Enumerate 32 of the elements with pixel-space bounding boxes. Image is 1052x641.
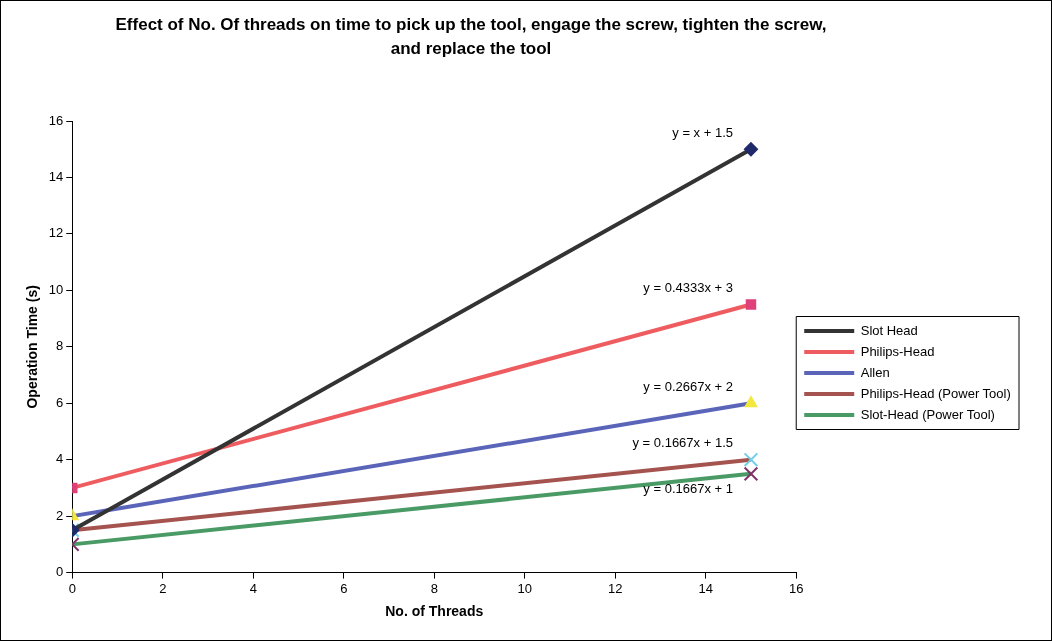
x-tick-label: 0 (68, 580, 76, 596)
annotation: y = x + 1.5 (672, 124, 733, 140)
x-tick-label: 14 (698, 580, 713, 596)
y-tick-label: 14 (48, 169, 64, 185)
annotation: y = 0.1667x + 1.5 (632, 435, 733, 451)
y-tick-label: 8 (56, 338, 64, 354)
annotation: y = 0.2667x + 2 (643, 378, 733, 394)
annotation: y = 0.1667x + 1 (643, 481, 733, 497)
legend-label: Allen (860, 364, 890, 380)
y-tick-label: 16 (48, 112, 64, 128)
x-tick-label: 8 (430, 580, 438, 596)
legend-label: Philips-Head (860, 343, 935, 359)
y-tick-label: 6 (56, 394, 64, 410)
x-tick-label: 4 (249, 580, 257, 596)
legend-label: Slot Head (860, 322, 918, 338)
annotation: y = 0.4333x + 3 (643, 280, 733, 296)
x-tick-label: 16 (788, 580, 804, 596)
x-tick-label: 12 (608, 580, 623, 596)
legend-label: Philips-Head (Power Tool) (860, 385, 1011, 401)
y-tick-label: 2 (56, 507, 64, 523)
y-tick-label: 0 (56, 564, 64, 580)
x-tick-label: 6 (340, 580, 348, 596)
y-tick-label: 4 (56, 451, 64, 467)
x-tick-label: 10 (517, 580, 532, 596)
y-axis-title: Operation Time (s) (24, 285, 41, 409)
x-tick-label: 2 (159, 580, 167, 596)
chart-title: Effect of No. Of threads on time to pick up the tool, engage the screw, tighten the screw, and replace the tool (114, 14, 828, 60)
y-tick-label: 10 (48, 281, 64, 297)
x-axis-title: No. of Threads (385, 603, 484, 620)
y-tick-label: 12 (48, 225, 64, 241)
point (743, 452, 759, 468)
legend-label: Slot-Head (Power Tool) (860, 406, 995, 422)
